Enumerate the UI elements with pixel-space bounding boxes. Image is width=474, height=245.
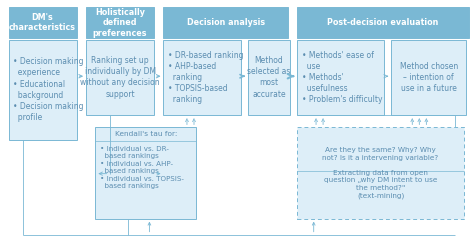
Text: DM's
characteristics: DM's characteristics: [9, 13, 76, 32]
Text: • Methods' ease of
  use
• Methods'
  usefulness
• Problem's difficulty: • Methods' ease of use • Methods' useful…: [302, 51, 383, 104]
Text: Post-decision evaluation: Post-decision evaluation: [327, 18, 438, 27]
FancyBboxPatch shape: [297, 127, 464, 219]
FancyBboxPatch shape: [9, 40, 77, 140]
Text: Are they the same? Why? Why
not? Is it a intervening variable?

Extracting data : Are they the same? Why? Why not? Is it a…: [322, 147, 439, 199]
Text: Kendall's tau for:: Kendall's tau for:: [115, 131, 177, 137]
Text: • Individual vs. DR-
  based rankings
• Individual vs. AHP-
  based rankings
• I: • Individual vs. DR- based rankings • In…: [100, 146, 184, 189]
FancyBboxPatch shape: [86, 7, 154, 38]
FancyBboxPatch shape: [164, 7, 288, 38]
Text: Ranking set up
individually by DM
without any decision
support: Ranking set up individually by DM withou…: [80, 56, 160, 98]
Text: Method
selected as
most
accurate: Method selected as most accurate: [247, 56, 291, 98]
Text: Holistically
defined
preferences: Holistically defined preferences: [93, 8, 147, 37]
FancyBboxPatch shape: [248, 40, 290, 115]
FancyBboxPatch shape: [391, 40, 466, 115]
FancyBboxPatch shape: [297, 7, 469, 38]
Text: Decision analysis: Decision analysis: [187, 18, 265, 27]
Text: • DR-based ranking
• AHP-based
  ranking
• TOPSIS-based
  ranking: • DR-based ranking • AHP-based ranking •…: [168, 51, 244, 104]
FancyBboxPatch shape: [95, 127, 196, 219]
FancyBboxPatch shape: [164, 40, 241, 115]
FancyBboxPatch shape: [297, 40, 384, 115]
Text: Method chosen
– intention of
use in a future: Method chosen – intention of use in a fu…: [400, 62, 458, 93]
FancyBboxPatch shape: [9, 7, 77, 38]
FancyBboxPatch shape: [86, 40, 154, 115]
Text: • Decision making
  experience
• Educational
  background
• Decision making
  pr: • Decision making experience • Education…: [13, 57, 84, 122]
